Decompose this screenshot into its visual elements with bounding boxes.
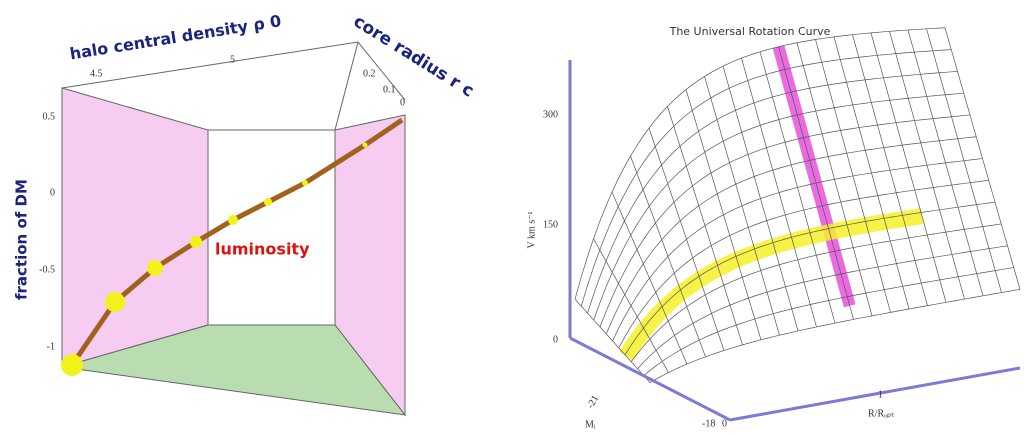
- tick-label: 0: [553, 334, 558, 345]
- box-edge: [334, 41, 359, 131]
- dot: [61, 354, 83, 376]
- tick-label: 4.5: [90, 68, 103, 79]
- tick-label: 0.1: [383, 84, 396, 95]
- mesh-line: [580, 49, 952, 307]
- mesh-line: [630, 223, 1002, 362]
- dot: [302, 180, 308, 186]
- right-plot: The Universal Rotation Curve 300 150 0 V…: [526, 25, 1021, 430]
- dot: [147, 260, 163, 276]
- tick-label: 300: [543, 109, 558, 120]
- tick-label: -18: [702, 418, 715, 429]
- dot: [105, 292, 125, 312]
- axis-label: halo central density ρ 0: [68, 11, 282, 63]
- tick-label: -21: [585, 394, 601, 411]
- tick-label: 0: [50, 187, 55, 198]
- dot: [228, 215, 238, 225]
- dot: [190, 236, 202, 248]
- axis-label: fraction of DM: [13, 179, 31, 300]
- mesh-line: [605, 136, 977, 335]
- mesh-line: [618, 180, 989, 349]
- mesh-line: [637, 245, 1008, 369]
- axis-label: R/Rₒₚₜ: [868, 408, 894, 419]
- axis-label: V km s⁻¹: [526, 212, 537, 249]
- mesh-line: [599, 114, 971, 328]
- tick-label: 0: [722, 418, 727, 429]
- yellow-band: [619, 208, 926, 361]
- tick-label: 0: [400, 97, 405, 108]
- mesh-line: [649, 289, 1021, 383]
- axis: [569, 336, 731, 422]
- mesh-line: [574, 27, 946, 300]
- mesh-line: [624, 201, 996, 355]
- axis: [729, 366, 1021, 422]
- axis-label: core radius r c: [350, 12, 478, 102]
- bottom-face: [61, 324, 407, 416]
- tick-label: -1: [47, 341, 55, 352]
- tick-label: -0.5: [39, 264, 55, 275]
- annotation: luminosity: [215, 240, 310, 259]
- dot: [362, 142, 368, 148]
- mesh-line: [587, 71, 958, 314]
- axis-label: Mᵢ: [585, 419, 596, 430]
- tick-label: 5: [230, 54, 235, 65]
- tick-label: 1: [878, 389, 883, 400]
- tick-label: 0.2: [363, 68, 376, 79]
- curve-dots: [61, 142, 368, 376]
- title: The Universal Rotation Curve: [669, 25, 831, 38]
- left-plot: halo central density ρ 0 core radius r c…: [13, 11, 478, 417]
- mesh-line: [612, 158, 983, 342]
- mesh-line: [593, 92, 964, 321]
- tick-label: 0.5: [43, 111, 56, 122]
- tick-label: 150: [543, 219, 558, 230]
- dot: [264, 198, 272, 206]
- mesh-line: [643, 267, 1014, 376]
- left-face: [61, 87, 209, 368]
